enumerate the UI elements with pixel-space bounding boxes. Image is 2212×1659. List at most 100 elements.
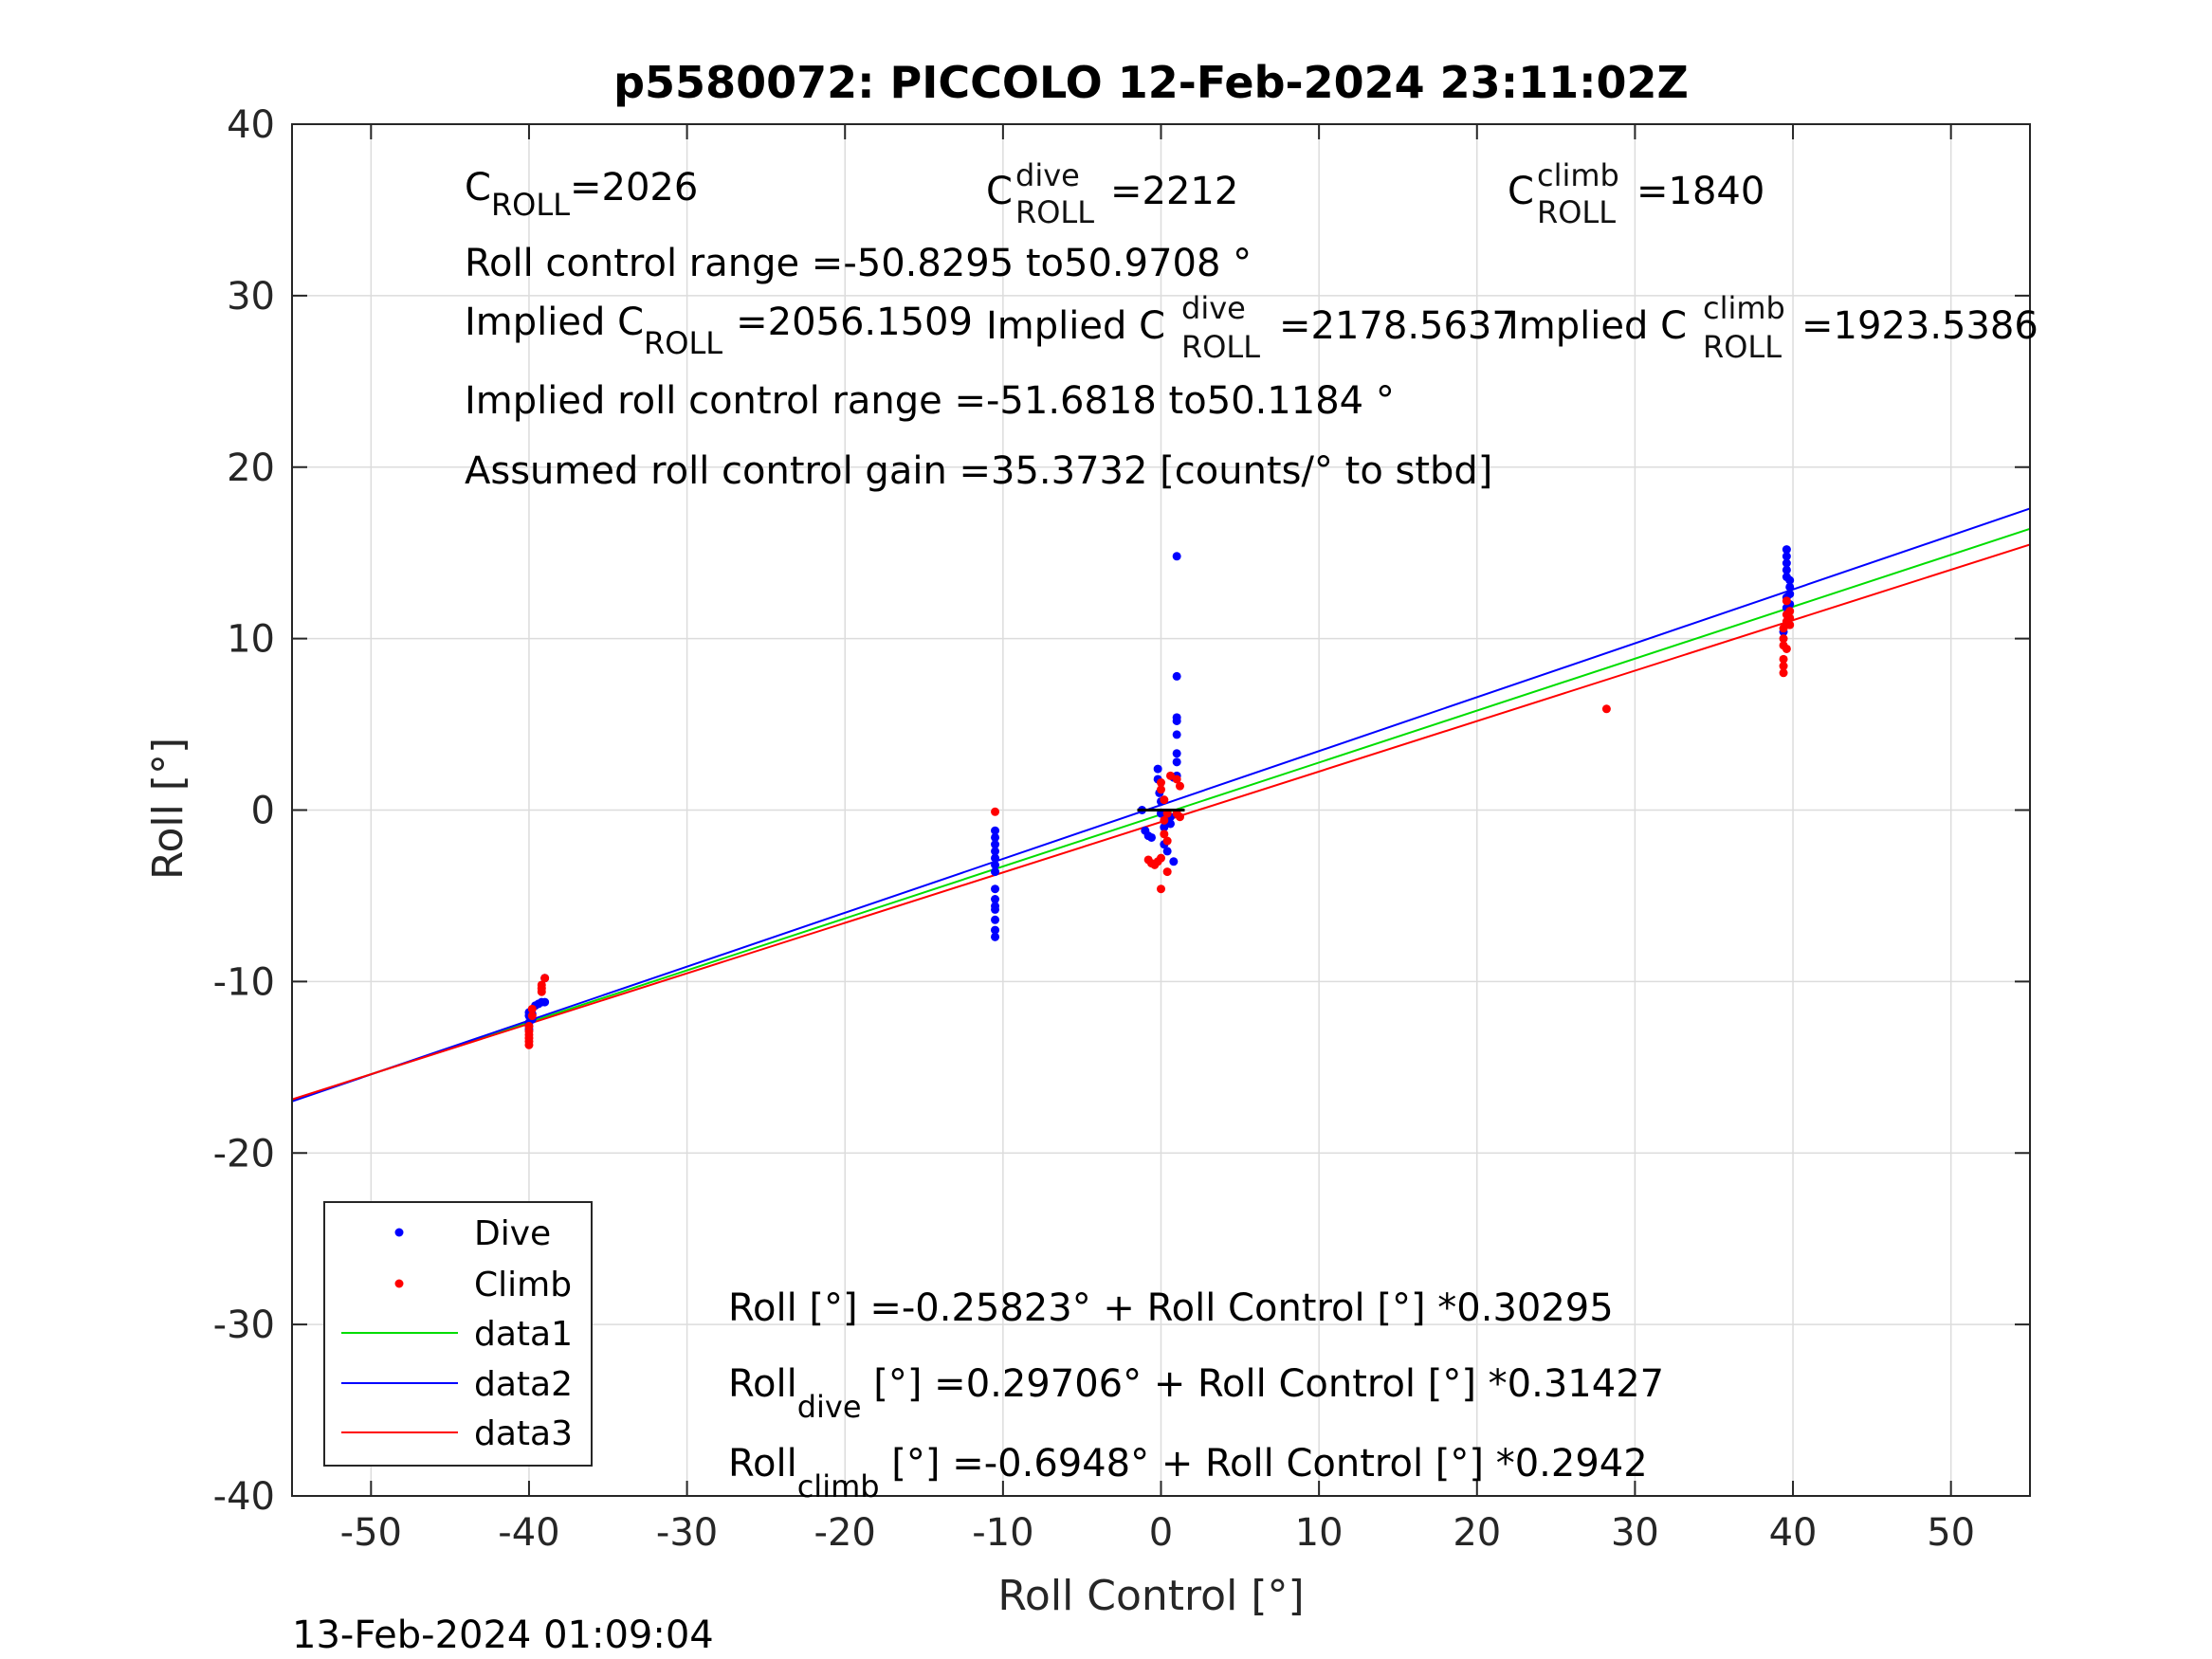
fit-equation-dive: Rolldive [°] =0.29706° + Roll Control [°… [728, 1362, 1664, 1425]
dive-point [1172, 716, 1181, 725]
c-roll-value: =2026 [570, 166, 698, 210]
dive-point [991, 884, 1000, 894]
dive-point [1147, 832, 1157, 842]
climb-point [1157, 884, 1165, 894]
climb-point [1601, 704, 1611, 714]
climb-point [1157, 853, 1165, 863]
c-roll-climb-sup: climb [1537, 157, 1619, 193]
climb-point [1782, 596, 1791, 606]
dive-point [991, 853, 1000, 863]
chart-title: p5580072: PICCOLO 12-Feb-2024 23:11:02Z [613, 57, 1689, 108]
dive-point [991, 832, 1000, 842]
c-roll-sub: ROLL [491, 187, 570, 223]
annotations: CROLL=2026 C dive ROLL =2212 C climb ROL… [465, 157, 2038, 1504]
x-tick-label: -30 [656, 1511, 718, 1555]
legend-data3-label: data3 [474, 1414, 573, 1453]
dive-point [991, 847, 1000, 856]
c-roll-dive-sup: dive [1015, 157, 1080, 193]
fit-equation-climb: Rollclimb [°] =-0.6948° + Roll Control [… [728, 1442, 1648, 1504]
x-tick-label: -10 [972, 1511, 1033, 1555]
dive-point [1172, 730, 1181, 739]
y-tick-label: -40 [213, 1475, 275, 1519]
dive-point [991, 915, 1000, 924]
dive-point [1162, 847, 1172, 856]
climb-point [1160, 795, 1169, 805]
climb-point [1160, 815, 1169, 825]
climb-point [540, 974, 550, 983]
climb-point [1779, 634, 1788, 644]
y-tick-label: -20 [213, 1132, 275, 1176]
climb-point [1785, 620, 1795, 629]
fit-climb-sub: climb [797, 1468, 880, 1504]
dive-point [991, 904, 1000, 914]
dive-point [991, 895, 1000, 904]
climb-point [1157, 778, 1165, 788]
fit-dive-rest: [°] =0.29706° + Roll Control [°] *0.3142… [862, 1362, 1665, 1406]
dive-point [1172, 552, 1181, 561]
climb-point [1160, 830, 1169, 839]
climb-point [1779, 662, 1788, 671]
dive-point [1160, 823, 1169, 832]
dive-point [991, 932, 1000, 941]
y-tick-label: 40 [227, 103, 275, 147]
dive-point [1785, 575, 1795, 585]
axis-ticks: -50 -40 -30 -20 -10 0 10 20 30 40 50 40 30 20 10 0 -10 -2… [213, 103, 2030, 1555]
dive-point [1172, 749, 1181, 758]
dive-point [1782, 565, 1791, 574]
x-tick-label: 40 [1769, 1511, 1818, 1555]
x-tick-label: 10 [1295, 1511, 1344, 1555]
dive-point [1172, 671, 1181, 681]
climb-point [1162, 836, 1172, 846]
y-tick-label: -30 [213, 1304, 275, 1347]
climb-point [1165, 771, 1175, 780]
x-tick-label: 0 [1149, 1511, 1173, 1555]
implied-c-roll-prefix: Implied C [465, 301, 644, 344]
dive-point [991, 826, 1000, 835]
implied-c-roll-value: =2056.1509 [736, 301, 973, 344]
legend-data2-label: data2 [474, 1365, 573, 1404]
climb-point [1175, 781, 1184, 791]
y-axis-label: Roll [°] [144, 738, 192, 880]
climb-point [1779, 624, 1788, 633]
c-roll-dive-base: C [986, 170, 1013, 213]
x-tick-label: -50 [340, 1511, 402, 1555]
dive-point [991, 860, 1000, 869]
climb-point [1779, 641, 1788, 650]
y-tick-label: 0 [251, 790, 275, 833]
c-roll-annotation: CROLL=2026 [465, 166, 698, 223]
dive-point [1165, 819, 1175, 829]
implied-c-roll-dive-value: =2178.5637 [1279, 304, 1516, 348]
timestamp-label: 13-Feb-2024 01:09:04 [292, 1613, 714, 1657]
assumed-roll-control-gain: Assumed roll control gain =35.3732 [coun… [465, 449, 1492, 493]
dive-point [991, 925, 1000, 935]
implied-c-roll-dive-sub: ROLL [1181, 329, 1260, 365]
y-tick-label: -10 [213, 960, 275, 1004]
c-roll-climb-base: C [1508, 170, 1534, 213]
climb-point [1779, 668, 1788, 678]
data-points [524, 545, 1795, 1049]
implied-c-roll-dive-sup: dive [1181, 290, 1246, 326]
dive-point [1782, 552, 1791, 561]
legend-climb-label: Climb [474, 1266, 572, 1304]
c-roll-climb-value: =1840 [1636, 170, 1764, 213]
climb-point [991, 807, 1000, 816]
legend-dive-label: Dive [474, 1214, 551, 1253]
fit-equation-all: Roll [°] =-0.25823° + Roll Control [°] *… [728, 1286, 1614, 1330]
fit-dive-base: Roll [728, 1362, 797, 1406]
fit-dive-sub: dive [797, 1389, 862, 1425]
dive-point [991, 840, 1000, 849]
implied-c-roll-dive-prefix: Implied C [986, 304, 1165, 348]
dive-point [1153, 764, 1162, 774]
c-roll-dive-value: =2212 [1110, 170, 1238, 213]
dive-point [540, 997, 550, 1007]
climb-point [527, 1012, 537, 1021]
dive-point [1169, 857, 1179, 866]
climb-point [1785, 613, 1795, 623]
c-roll-base: C [465, 166, 491, 210]
fit-climb-base: Roll [728, 1442, 797, 1486]
x-tick-label: -40 [498, 1511, 559, 1555]
x-axis-label: Roll Control [°] [997, 1572, 1304, 1620]
climb-point [1162, 867, 1172, 877]
dive-point [991, 867, 1000, 877]
